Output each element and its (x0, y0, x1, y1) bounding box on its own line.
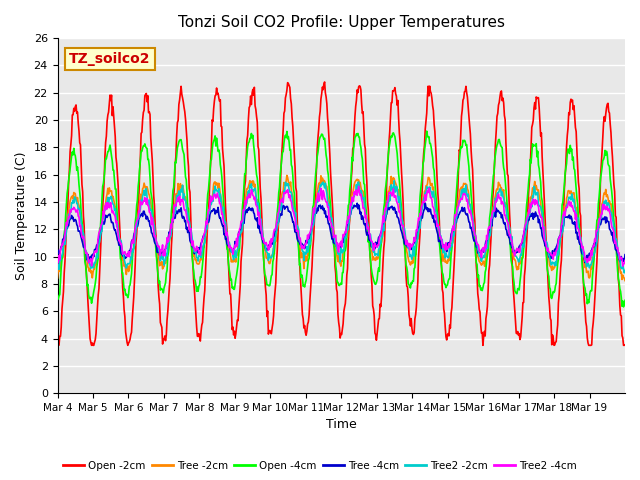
Line: Tree2 -2cm: Tree2 -2cm (58, 181, 625, 273)
Tree2 -2cm (274, 220, 282, 226)
Open -4cm (620, 304, 627, 310)
Open -2cm (54, 342, 61, 348)
Tree2 -4cm (621, 258, 629, 264)
Tree -4cm (54, 251, 61, 257)
Open -2cm (225, 260, 232, 266)
Tree2 -2cm (120, 256, 128, 262)
Tree2 -2cm (620, 270, 628, 276)
Open -2cm (321, 79, 328, 85)
Tree2 -4cm (54, 261, 61, 266)
Tree -2cm (433, 209, 440, 215)
Tree2 -4cm (253, 203, 260, 209)
Line: Tree2 -4cm: Tree2 -4cm (58, 186, 625, 266)
Tree -4cm (421, 200, 429, 206)
Tree2 -2cm (621, 268, 629, 274)
Tree2 -4cm (274, 210, 282, 216)
Open -4cm (274, 202, 282, 208)
Tree2 -2cm (390, 178, 398, 184)
Tree2 -2cm (225, 241, 232, 247)
Tree -2cm (621, 278, 629, 284)
Tree -2cm (283, 172, 291, 178)
Open -4cm (621, 298, 629, 303)
X-axis label: Time: Time (326, 419, 356, 432)
Line: Open -2cm: Open -2cm (58, 82, 625, 345)
Open -4cm (400, 240, 408, 246)
Tree -2cm (120, 264, 128, 269)
Tree2 -4cm (433, 216, 440, 222)
Open -4cm (423, 128, 431, 134)
Tree -2cm (253, 197, 260, 203)
Open -2cm (401, 235, 408, 241)
Tree2 -4cm (225, 240, 232, 246)
Open -4cm (225, 261, 232, 266)
Open -2cm (120, 307, 128, 312)
Tree2 -4cm (355, 183, 362, 189)
Open -2cm (253, 114, 260, 120)
Tree -4cm (225, 243, 232, 249)
Open -4cm (253, 172, 260, 178)
Tree -4cm (433, 226, 440, 231)
Open -2cm (274, 229, 282, 235)
Y-axis label: Soil Temperature (C): Soil Temperature (C) (15, 151, 28, 280)
Tree2 -2cm (433, 209, 440, 215)
Tree -2cm (225, 242, 232, 248)
Tree -2cm (401, 236, 408, 241)
Tree -4cm (581, 260, 589, 265)
Tree -2cm (274, 222, 282, 228)
Tree -4cm (253, 218, 260, 224)
Line: Open -4cm: Open -4cm (58, 131, 625, 307)
Tree -4cm (400, 236, 408, 242)
Tree2 -2cm (54, 266, 61, 272)
Legend: Open -2cm, Tree -2cm, Open -4cm, Tree -4cm, Tree2 -2cm, Tree2 -4cm: Open -2cm, Tree -2cm, Open -4cm, Tree -4… (59, 456, 581, 475)
Line: Tree -2cm: Tree -2cm (58, 175, 625, 281)
Tree2 -4cm (619, 263, 627, 269)
Line: Tree -4cm: Tree -4cm (58, 203, 625, 263)
Open -4cm (433, 199, 440, 205)
Tree2 -4cm (120, 250, 128, 256)
Open -2cm (433, 158, 440, 164)
Tree -4cm (274, 220, 282, 226)
Tree2 -2cm (401, 226, 408, 232)
Tree2 -4cm (401, 232, 408, 238)
Open -4cm (54, 297, 61, 302)
Tree2 -2cm (253, 197, 260, 203)
Title: Tonzi Soil CO2 Profile: Upper Temperatures: Tonzi Soil CO2 Profile: Upper Temperatur… (178, 15, 505, 30)
Tree -4cm (621, 252, 629, 258)
Tree -2cm (54, 275, 61, 281)
Open -4cm (120, 287, 128, 293)
Open -2cm (621, 342, 629, 348)
Tree -4cm (120, 252, 128, 258)
Text: TZ_soilco2: TZ_soilco2 (69, 52, 150, 66)
